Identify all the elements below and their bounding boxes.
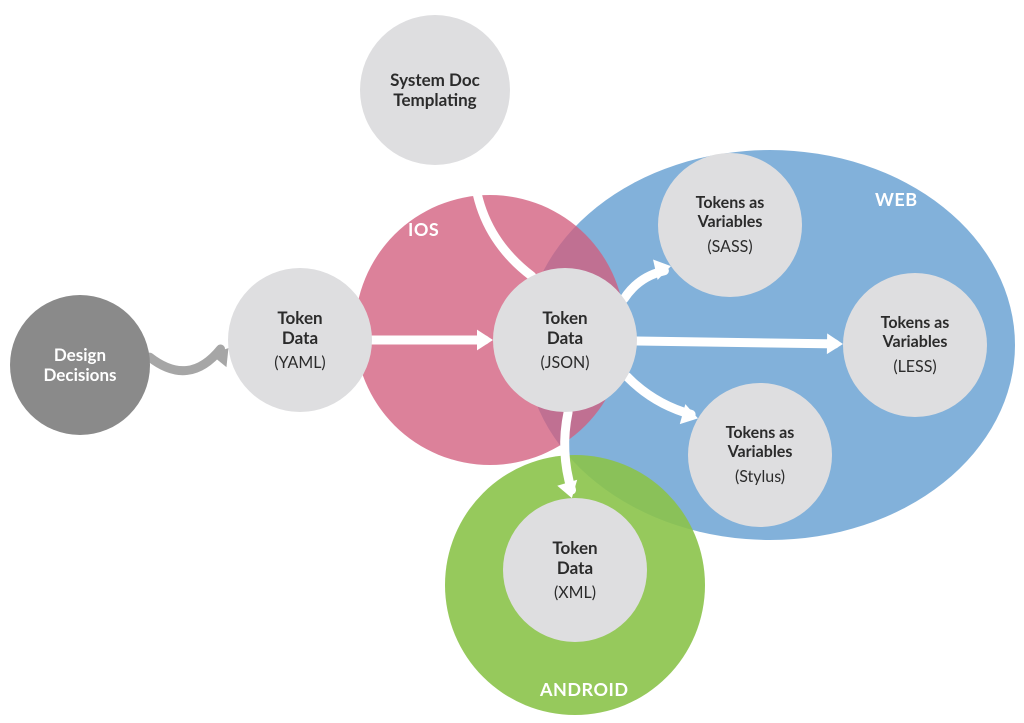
node-sub: (LESS) xyxy=(893,357,936,376)
node-sub: (XML) xyxy=(554,583,596,602)
node-sub: (SASS) xyxy=(707,237,752,256)
node-sub: (Stylus) xyxy=(735,467,785,486)
node-sub: (YAML) xyxy=(274,353,325,372)
edge-arrowhead-dd-to-yaml xyxy=(210,348,228,367)
region-label-web: WEB xyxy=(875,188,918,210)
node-title: TokenData xyxy=(277,308,322,347)
node-title: Tokens asVariables xyxy=(696,194,765,231)
node-tokens-less: Tokens asVariables (LESS) xyxy=(843,273,987,417)
node-title: TokenData xyxy=(552,538,597,577)
region-label-android: ANDROID xyxy=(540,678,629,700)
node-title: System DocTemplating xyxy=(390,70,480,109)
node-sub: (JSON) xyxy=(540,353,589,372)
diagram-stage: DesignDecisions TokenData (YAML) System … xyxy=(0,0,1024,723)
node-system-doc: System DocTemplating xyxy=(360,15,510,165)
node-title: DesignDecisions xyxy=(43,345,116,384)
node-token-xml: TokenData (XML) xyxy=(503,498,647,642)
edge-dd-to-yaml xyxy=(150,349,221,371)
node-tokens-sass: Tokens asVariables (SASS) xyxy=(658,153,802,297)
node-token-json: TokenData (JSON) xyxy=(493,268,637,412)
node-token-yaml: TokenData (YAML) xyxy=(228,268,372,412)
node-title: Tokens asVariables xyxy=(881,314,950,351)
node-title: Tokens asVariables xyxy=(726,424,795,461)
node-design-decisions: DesignDecisions xyxy=(10,295,150,435)
node-tokens-stylus: Tokens asVariables (Stylus) xyxy=(688,383,832,527)
region-label-ios: IOS xyxy=(408,218,439,240)
node-title: TokenData xyxy=(542,308,587,347)
